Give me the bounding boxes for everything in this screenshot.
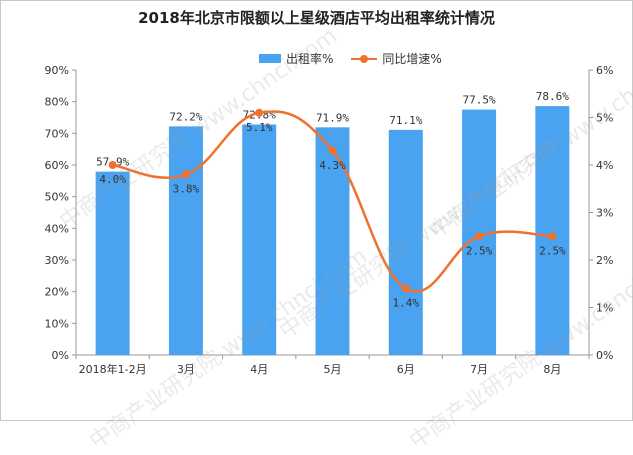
line-data-label: 2.5% (539, 244, 566, 257)
y-left-tick-label: 80% (45, 96, 69, 109)
y-right-tick-label: 6% (596, 64, 613, 77)
y-right-tick-label: 1% (596, 302, 613, 315)
line-point (401, 284, 410, 293)
line-point (475, 232, 484, 241)
x-tick-label: 3月 (177, 363, 195, 376)
y-left-tick-label: 30% (45, 254, 69, 267)
bar (168, 126, 203, 355)
line-data-label: 4.0% (99, 173, 126, 186)
y-right-tick-label: 5% (596, 112, 613, 125)
bar (388, 129, 423, 355)
y-right-tick-label: 3% (596, 207, 613, 220)
legend: 出租率% 同比增速% (259, 50, 460, 67)
bar-data-label: 78.6% (536, 90, 569, 103)
y-left-tick-label: 20% (45, 286, 69, 299)
x-tick-label: 4月 (250, 363, 268, 376)
line-data-label: 2.5% (466, 244, 493, 257)
y-left-tick-label: 60% (45, 159, 69, 172)
x-tick-label: 8月 (543, 363, 561, 376)
line-point (181, 170, 190, 179)
x-tick-label: 2018年1-2月 (79, 362, 147, 376)
y-right-tick-label: 4% (596, 159, 613, 172)
legend-item-bar: 出租率% (259, 50, 333, 67)
plot-area: 0% 10% 20% 30% 40% 50% 60% 70% 80% 90% 0% 1% 2% 3% 4% 5… (45, 64, 614, 376)
legend-swatch-line (351, 54, 378, 64)
bar (315, 127, 350, 355)
bar-data-label: 71.9% (316, 111, 349, 124)
bar (95, 171, 130, 355)
line-point (548, 232, 557, 241)
line-point (255, 108, 264, 117)
x-tick-label: 6月 (397, 363, 415, 376)
line-data-label: 1.4% (393, 297, 420, 310)
bar-data-label: 77.5% (463, 94, 496, 107)
y-right-tick-label: 2% (596, 254, 613, 267)
bar (242, 124, 277, 355)
legend-label-bar: 出租率% (286, 52, 334, 66)
bar-data-label: 71.1% (389, 114, 422, 127)
y-left-tick-label: 0% (52, 349, 69, 362)
y-right-tick-label: 0% (596, 349, 613, 362)
bar (535, 106, 570, 355)
line-data-label: 4.3% (319, 159, 346, 172)
y-left-tick-label: 50% (45, 191, 69, 204)
x-tick-label: 7月 (470, 363, 488, 376)
growth-line (112, 110, 553, 293)
line-point (108, 161, 117, 169)
line-data-label: 3.8% (173, 183, 200, 196)
y-left-tick-label: 90% (45, 64, 69, 77)
legend-swatch-bar (259, 54, 281, 63)
legend-item-line: 同比增速% (351, 50, 442, 67)
x-tick-label: 5月 (324, 363, 342, 376)
y-left-tick-label: 70% (45, 127, 69, 140)
y-left-tick-label: 40% (45, 222, 69, 235)
y-left-tick-label: 10% (45, 317, 69, 330)
chart-title: 2018年北京市限额以上星级酒店平均出租率统计情况 (138, 9, 495, 27)
line-point (328, 146, 337, 155)
line-data-label: 5.1% (246, 121, 273, 134)
legend-label-line: 同比增速% (382, 52, 442, 66)
bar-data-label: 72.2% (169, 110, 202, 123)
